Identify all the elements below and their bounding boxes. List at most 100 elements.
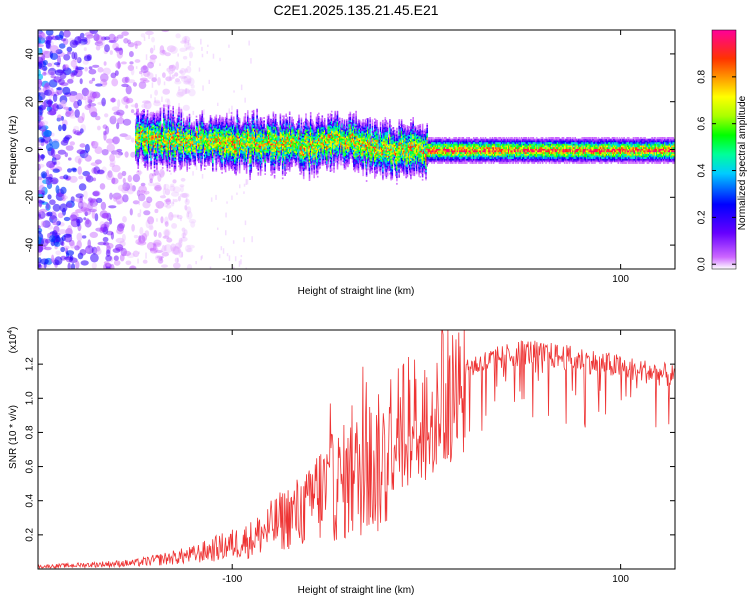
spectrogram-cell [153, 169, 156, 172]
spectrogram-cell [159, 121, 162, 123]
spectrogram-cell [226, 114, 228, 117]
spectrogram-cell [276, 122, 278, 124]
spectrogram-cell [145, 191, 147, 196]
spectrogram-cell [46, 70, 56, 76]
spectrogram-cell [260, 117, 263, 120]
spectrogram-cell [153, 239, 162, 248]
chart-title: C2E1.2025.135.21.45.E21 [273, 2, 438, 18]
spectrogram-cell [137, 167, 139, 169]
spectrogram-cell [162, 235, 170, 239]
spectrogram-cell [156, 164, 158, 167]
spectrogram-cell [155, 74, 157, 79]
spectrogram-cell [170, 243, 177, 252]
spectrogram-cell [161, 163, 164, 166]
spectrogram-cell [82, 170, 91, 177]
spectrogram-cell [38, 36, 41, 44]
spectrogram-cell [178, 70, 184, 74]
spectrogram-cell [191, 122, 193, 125]
spectrogram-cell [162, 49, 166, 55]
spectrogram-cell [159, 49, 167, 56]
spectrogram-cell [170, 110, 172, 112]
spectrogram-cell [212, 169, 214, 172]
spectrogram-cell [210, 197, 213, 202]
spectrogram-cell [68, 257, 78, 264]
spectrogram-cell [252, 114, 255, 117]
spectrogram-cell [143, 100, 152, 110]
spectrogram-cell [200, 38, 202, 45]
spectrogram-cell [153, 166, 156, 169]
spectrogram-cell [117, 99, 121, 108]
spectrogram-cell [150, 164, 152, 166]
spectrogram-cell [174, 80, 182, 85]
spectrogram-cell [69, 39, 78, 48]
spectrogram-cell [292, 122, 294, 125]
spectrogram-cell [173, 118, 176, 121]
spectrogram-cell [274, 165, 277, 168]
spectrogram-cell [176, 214, 183, 220]
spectrogram-cell [47, 194, 52, 200]
spectrogram-cell [231, 195, 233, 200]
spectrogram-cell [107, 171, 111, 176]
spectrogram-cell [153, 114, 156, 117]
spectrogram-cell [207, 44, 209, 47]
spectrogram-cell [138, 251, 140, 254]
spectrogram-cell [55, 49, 63, 55]
spectrogram-cell [161, 244, 166, 253]
spectrogram-cell [273, 175, 276, 177]
spectrogram-cell [263, 123, 265, 126]
spectrogram-cell [263, 122, 265, 124]
spectrogram-cell [286, 116, 289, 119]
spectrogram-cell [86, 90, 95, 100]
spectrogram-cell [134, 43, 138, 49]
spectrogram-cell [201, 162, 204, 164]
spectrogram-cell [53, 241, 61, 247]
spectrogram-cell [88, 103, 97, 107]
spectrogram-cell [249, 176, 251, 179]
spectrogram-cell [170, 113, 172, 116]
spectrogram-cell [157, 173, 162, 182]
spectrogram-cell [81, 37, 88, 42]
spectrogram-cell [279, 113, 282, 116]
spectrogram-cell [200, 166, 202, 168]
spectrogram-cell [174, 163, 177, 166]
spectrogram-cell [38, 236, 42, 245]
spectrogram-cell [64, 234, 73, 243]
spectrogram-cell [221, 160, 223, 162]
spectrogram-cell [111, 97, 116, 103]
spectrogram-cell [153, 243, 157, 251]
spectrogram-cell [193, 124, 195, 127]
spectrogram-cell [150, 162, 152, 165]
spectrogram-cell [256, 115, 258, 118]
spectrogram-cell [273, 171, 276, 174]
spectrogram-cell [184, 229, 188, 236]
spectrogram-cell [264, 161, 266, 164]
spectrogram-cell [219, 114, 221, 117]
spectrogram-cell [236, 111, 239, 113]
spectrogram-cell [238, 164, 241, 167]
spectrogram-cell [137, 258, 139, 264]
spectrogram-cell [254, 124, 256, 127]
spectrogram-cell [226, 253, 229, 257]
spectrogram-cell [93, 33, 100, 42]
spectrogram-cell [154, 97, 156, 103]
spectrogram-cell [105, 255, 112, 262]
spectrogram-cell [137, 115, 139, 117]
spectrogram-cell [254, 119, 256, 122]
spectrogram-cell [62, 64, 66, 72]
spectrogram-cell [94, 146, 103, 154]
spectrogram-cell [38, 225, 41, 229]
spectrogram-cell [77, 199, 85, 204]
spectrogram-cell [72, 168, 77, 173]
spectrogram-cell [288, 170, 291, 172]
spectrogram-cell [137, 110, 139, 112]
spectrogram-cell [120, 61, 127, 65]
spectrogram-cell [291, 165, 293, 167]
spectrogram-cell [195, 115, 198, 118]
spectrogram-cell [138, 235, 142, 242]
spectrogram-cell [42, 220, 51, 228]
spectrogram-cell [166, 67, 171, 72]
spectrogram-cell [61, 195, 68, 200]
spectrogram-cell [281, 170, 284, 173]
spectrogram-cell [159, 114, 162, 117]
spectrogram-cell [228, 108, 230, 114]
